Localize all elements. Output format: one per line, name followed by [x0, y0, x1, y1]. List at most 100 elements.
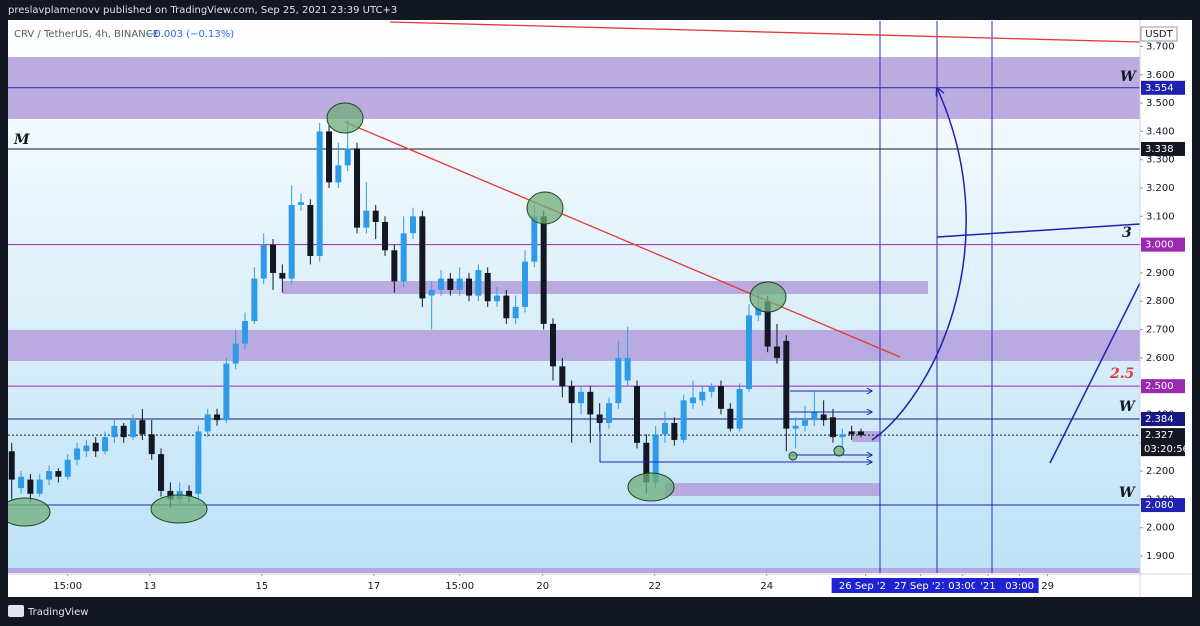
annotation: 2.5: [1109, 366, 1134, 382]
price-label-box: [1141, 498, 1185, 513]
ellipse: [627, 472, 675, 502]
candle-body: [615, 357, 622, 404]
x-tick-label: 24: [760, 581, 773, 592]
arrow: [599, 415, 872, 462]
currency-box: [1140, 26, 1178, 42]
candle-body: [745, 315, 752, 389]
curved-arrow: [871, 88, 967, 441]
x-tick-label: 15:00: [53, 581, 82, 592]
candle-body: [466, 278, 473, 296]
candle-body: [307, 205, 314, 256]
candle-body: [8, 451, 15, 480]
candle-body: [335, 165, 342, 183]
brand: TradingView: [27, 607, 88, 618]
candle-body: [652, 434, 659, 483]
candle-body: [64, 459, 71, 477]
trend-line: [389, 21, 1140, 43]
candle-body: [643, 442, 650, 483]
candle-body: [717, 386, 724, 409]
x-tick-label: '21: [980, 581, 995, 592]
annotation: 3: [1122, 225, 1132, 241]
candle-body: [74, 448, 81, 460]
x-tick-label: 13: [143, 581, 156, 592]
candle-body: [298, 202, 305, 205]
candle-body: [512, 306, 519, 319]
candle-body: [727, 408, 734, 429]
overlay: [8, 21, 1140, 527]
y-tick-label: 3.500: [1146, 98, 1175, 109]
price-label-box: [1141, 141, 1185, 156]
candle-body: [839, 434, 846, 438]
price-label: 3.338: [1145, 144, 1174, 155]
candle-body: [773, 346, 780, 358]
candle-body: [577, 391, 584, 404]
candle-body: [158, 454, 165, 491]
countdown: 03:20:56: [1144, 444, 1189, 455]
y-tick-label: 3.300: [1146, 155, 1175, 166]
x-tick-label: 15: [255, 581, 268, 592]
zone: [283, 281, 928, 294]
candle-body: [671, 422, 678, 440]
price-label: 3.554: [1145, 83, 1174, 94]
x-tick-label: 17: [367, 581, 380, 592]
price-label: 2.080: [1145, 500, 1174, 511]
price-label-box: [1141, 80, 1185, 95]
candle-body: [848, 431, 855, 435]
x-tick-label: 20: [536, 581, 549, 592]
candle-body: [708, 386, 715, 392]
candle-body: [186, 490, 193, 497]
y-tick-label: 2.800: [1146, 296, 1175, 307]
x-tick-highlight: [943, 578, 982, 593]
y-tick-label: 3.100: [1146, 211, 1175, 222]
annotation: W: [1119, 485, 1136, 501]
candle-body: [316, 131, 323, 256]
candles: [8, 120, 864, 508]
candle-body: [204, 414, 211, 432]
candle-body: [326, 131, 333, 183]
candle-body: [764, 301, 771, 347]
candle-body: [214, 414, 221, 421]
candle-body: [130, 420, 137, 438]
candle-body: [699, 391, 706, 401]
y-tick-label: 2.600: [1146, 353, 1175, 364]
candle-body: [92, 442, 99, 452]
candle-body: [46, 471, 53, 480]
price-label-box: [1141, 237, 1185, 252]
candle-body: [456, 278, 463, 290]
candle-body: [494, 295, 501, 302]
candle-body: [857, 431, 864, 436]
candle-body: [102, 437, 109, 452]
candle-body: [689, 397, 696, 404]
x-tick-highlight: [886, 578, 955, 593]
x-tick-label: 27 Sep '21: [894, 581, 947, 592]
candle-body: [27, 479, 34, 494]
x-tick-highlight: [831, 578, 900, 593]
annotation: M: [13, 132, 30, 148]
candle-body: [223, 363, 230, 421]
candle-body: [232, 343, 239, 364]
candle-body: [344, 148, 351, 166]
candle-body: [811, 411, 818, 421]
change: −0.003 (−0.13%): [146, 29, 234, 40]
x-tick-label: 15:00: [445, 581, 474, 592]
x-tick-label: 26 Sep '21: [839, 581, 892, 592]
candle-body: [83, 445, 90, 452]
x-tick-highlight: [1000, 578, 1039, 593]
candle-body: [820, 414, 827, 421]
candle-body: [36, 479, 43, 494]
candle-body: [400, 233, 407, 282]
y-tick-label: 2.000: [1146, 523, 1175, 534]
price-label-box: [1141, 412, 1185, 427]
candle-body: [559, 366, 566, 387]
candle-body: [419, 216, 426, 299]
candle-body: [503, 295, 510, 319]
candle-body: [633, 386, 640, 443]
candle-body: [531, 216, 538, 262]
candle-body: [661, 422, 668, 435]
candle-body: [447, 278, 454, 290]
candle-body: [18, 476, 25, 489]
candle-body: [251, 278, 258, 322]
candle-body: [148, 434, 155, 455]
